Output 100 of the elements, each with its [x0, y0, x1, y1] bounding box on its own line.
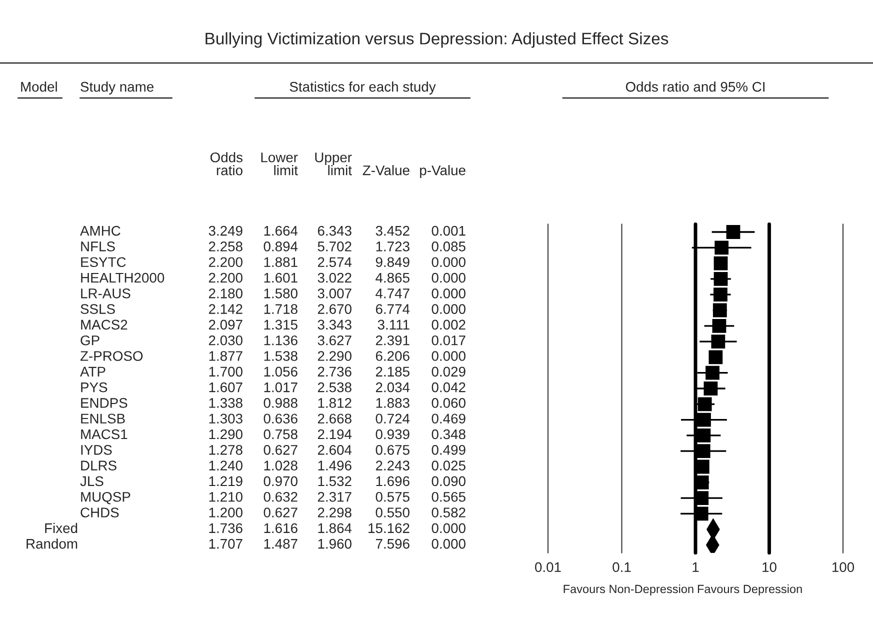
data-label: 1.700: [209, 366, 242, 377]
data-label: 2.391: [376, 335, 410, 346]
data-label: 6.343: [318, 226, 352, 236]
data-label: 1.538: [264, 351, 298, 361]
data-label: 1.219: [209, 476, 242, 486]
text: Upper limit: [315, 152, 352, 176]
data-label: 1.601: [264, 272, 298, 283]
data-label: 9.849: [376, 257, 410, 268]
data-label: 0.000: [432, 351, 466, 361]
data-label: 2.604: [318, 444, 352, 455]
data-label: 1.240: [209, 460, 242, 470]
x-tick-label: 0.1: [612, 562, 631, 572]
data-label: 2.243: [376, 460, 410, 470]
data-label: 2.097: [208, 320, 242, 330]
data-label: 1.487: [264, 538, 298, 549]
data-label: 1.056: [264, 366, 298, 377]
x-tick-label: 10: [762, 562, 776, 572]
data-label: 1.664: [264, 226, 298, 236]
text: Bullying Victimization versus Depression: Adjusted Effect Sizes: [206, 32, 668, 48]
point: [714, 288, 728, 302]
text: Favours Depression: [698, 584, 802, 596]
data-label: 7.596: [376, 538, 410, 549]
text: Favours Non-Depression: [564, 584, 694, 596]
category-label: ATP: [80, 366, 106, 376]
data-label: 1.580: [264, 288, 298, 298]
data-label: 0.348: [432, 429, 466, 440]
point: [712, 318, 726, 333]
data-label: 1.696: [376, 476, 410, 486]
data-label: 2.298: [318, 508, 352, 518]
data-label: 2.317: [318, 492, 352, 502]
data-label: 0.000: [432, 538, 466, 549]
category-label: JLS: [80, 476, 104, 486]
data-label: 15.162: [368, 523, 410, 534]
text: Model: [21, 82, 57, 92]
data-label: 1.210: [209, 492, 242, 502]
data-label: 1.736: [209, 523, 242, 534]
data-label: 1.200: [209, 508, 242, 518]
category-label: DLRS: [81, 460, 116, 470]
data-label: 4.747: [376, 288, 410, 298]
data-label: 3.111: [378, 320, 410, 330]
point: [712, 303, 727, 318]
data-label: 2.185: [376, 366, 410, 377]
data-label: 1.136: [264, 335, 298, 346]
data-label: 2.670: [318, 304, 352, 314]
category-label: SSLS: [80, 304, 115, 314]
data-label: 2.668: [318, 414, 352, 424]
data-label: 3.249: [208, 226, 242, 236]
data-label: 1.864: [318, 523, 352, 534]
x-tick-label: 0.01: [535, 562, 561, 572]
chart-title: Odds ratio and 95% CI: [626, 82, 764, 92]
text: p-Value: [420, 165, 466, 178]
data-label: 1.718: [264, 304, 298, 314]
category-label: MUQSP: [81, 492, 130, 504]
data-label: 1.028: [264, 460, 298, 470]
data-label: 3.343: [318, 320, 352, 330]
category-label: Random: [26, 538, 78, 549]
data-label: 0.675: [376, 444, 410, 455]
data-label: 2.180: [208, 288, 242, 298]
data-label: 0.469: [432, 414, 466, 424]
category-label: AMHC: [80, 226, 120, 236]
data-label: 0.724: [376, 414, 410, 424]
point: [706, 366, 720, 380]
text: Study name: [80, 82, 154, 94]
data-label: 1.812: [318, 398, 352, 408]
data-label: 2.258: [208, 242, 242, 252]
data-label: 1.290: [209, 429, 242, 440]
category-label: PYS: [81, 382, 108, 392]
category-label: ENLSB: [81, 414, 125, 424]
data-label: 1.877: [209, 351, 242, 361]
data-label: 2.538: [318, 382, 352, 392]
x-tick-label: 1: [692, 562, 699, 572]
data-label: 0.000: [432, 288, 466, 298]
category-label: MACS2: [81, 320, 128, 330]
data-label: 0.627: [264, 444, 298, 455]
data-label: 0.575: [376, 492, 410, 502]
category-label: Z-PROSO: [80, 351, 143, 361]
text: Lower limit: [261, 152, 298, 176]
point: [704, 382, 718, 396]
data-label: 3.627: [318, 335, 352, 346]
data-label: 0.565: [432, 492, 466, 502]
category-label: ENDPS: [81, 398, 128, 408]
category-label: MACS1: [81, 429, 128, 440]
data-label: 0.939: [376, 429, 410, 440]
data-label: 3.022: [318, 272, 352, 283]
data-label: 1.883: [376, 398, 410, 408]
data-label: 1.881: [264, 257, 298, 268]
data-label: 2.194: [318, 429, 352, 440]
data-label: 0.636: [264, 414, 298, 424]
data-label: 0.042: [432, 382, 466, 392]
data-label: 0.988: [264, 398, 298, 408]
data-label: 2.142: [208, 304, 242, 314]
category-label: IYDS: [81, 444, 112, 455]
data-label: 0.499: [432, 444, 466, 455]
data-label: 0.894: [264, 242, 298, 252]
data-label: 2.290: [318, 351, 352, 361]
point: [696, 428, 711, 442]
data-label: 0.000: [432, 523, 466, 534]
data-label: 2.200: [208, 257, 242, 268]
point: [695, 460, 710, 474]
data-label: 0.970: [264, 476, 298, 486]
